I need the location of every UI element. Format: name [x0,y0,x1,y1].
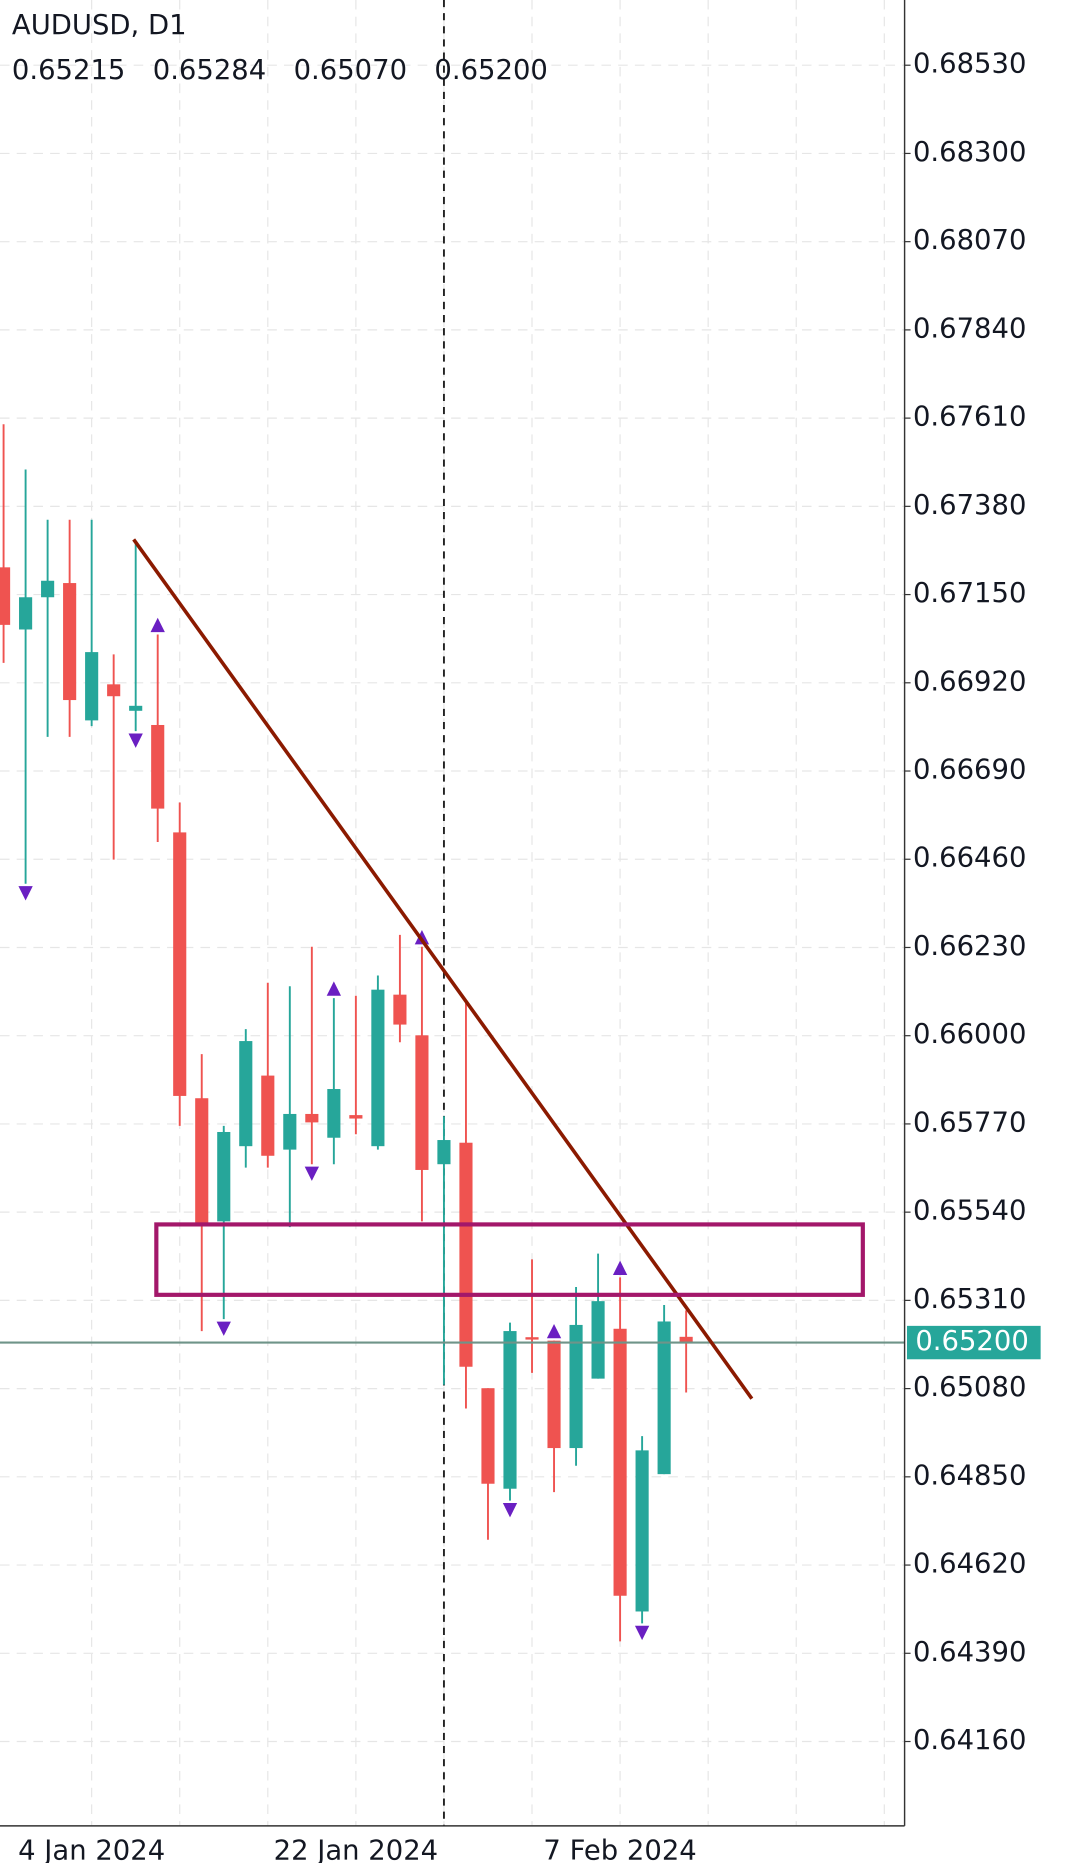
candle-body [283,1113,297,1150]
y-tick-label: 0.65310 [913,1284,1026,1315]
candle-body [261,1075,275,1156]
fractal-up-arrow [612,1260,628,1275]
candle-body [195,1098,209,1224]
y-tick-label: 0.67840 [913,313,1026,344]
candle-body [525,1337,539,1340]
y-tick-label: 0.67150 [913,578,1026,609]
candle-body [239,1041,253,1147]
candle-body [151,724,165,809]
y-tick-label: 0.64850 [913,1460,1026,1491]
zone-rectangle [154,1222,865,1297]
y-tick-label: 0.64620 [913,1549,1026,1580]
candle-body [481,1388,495,1484]
axis-labels: 0.68530 0.68300 0.68070 0.67840 0.67610 0.673… [18,49,1041,1863]
y-tick-label: 0.67380 [913,490,1026,521]
ohlc-value: 0.65284 [153,55,266,86]
trend-line [132,538,754,1400]
grid [0,0,905,1826]
candle-body [327,1089,341,1138]
y-tick-label: 0.66000 [913,1019,1026,1050]
y-tick-label: 0.68300 [913,137,1026,168]
candle-body [613,1328,627,1596]
candle-body [305,1113,319,1123]
candle-body [19,597,33,630]
candle-body [0,567,11,625]
candle-body [569,1324,583,1449]
candle-body [393,994,407,1025]
candle-body [63,583,77,701]
y-tick-label: 0.66920 [913,666,1026,697]
candle-body [503,1331,517,1489]
y-tick-label: 0.68070 [913,225,1026,256]
ohlc-value: 0.65070 [294,55,407,86]
candle-body [591,1301,605,1379]
candle-body [437,1140,451,1165]
x-tick-label: 4 Jan 2024 [18,1836,165,1863]
candle-body [415,1035,429,1170]
candle-body [349,1115,363,1119]
candles [0,424,905,1642]
candle-body [129,705,143,711]
candle-body [679,1336,693,1343]
fractal-up-arrow [326,981,342,996]
fractal-down-arrow [128,733,143,748]
candle-body [459,1142,473,1367]
ohlc-value: 0.65200 [434,55,547,86]
current-price-box [906,1325,1041,1360]
x-tick-label: 7 Feb 2024 [543,1836,696,1863]
y-tick-label: 0.65770 [913,1107,1026,1138]
candle-body [107,684,121,697]
ohlc-value: 0.65215 [12,55,125,86]
fractal-down-arrow [216,1321,231,1336]
candle-body [371,989,385,1147]
y-tick-label: 0.66460 [913,843,1026,874]
y-tick-label: 0.64390 [913,1637,1026,1668]
y-tick-label: 0.65080 [913,1372,1026,1403]
candle-body [41,580,55,598]
current-price-label: 0.65200 [915,1326,1028,1357]
fractal-down-arrow [502,1503,518,1518]
fractal-down-arrow [18,886,33,901]
candle-body [217,1131,231,1222]
fractal-down-arrow [634,1625,650,1641]
y-tick-label: 0.66230 [913,931,1026,962]
candle-body [657,1321,671,1475]
y-tick-label: 0.66690 [913,755,1026,786]
candle-body [635,1450,649,1612]
y-tick-label: 0.68530 [913,49,1026,80]
fractal-down-arrow [304,1166,319,1181]
chart-title: AUDUSD, D1 [12,10,187,41]
fractal-up-arrow [546,1323,562,1339]
candle-body [85,652,99,721]
y-tick-label: 0.64160 [913,1725,1026,1756]
ohlc-header: 0.65215 0.65284 0.65070 0.65200 [12,55,548,86]
y-tick-label: 0.67610 [913,402,1026,433]
x-tick-label: 22 Jan 2024 [274,1836,438,1863]
y-tick-label: 0.65540 [913,1196,1026,1227]
fractal-up-arrow [150,617,165,633]
candle-body [547,1340,561,1449]
chart-body: 0.68530 0.68300 0.68070 0.67840 0.67610 0.673… [0,0,1041,1863]
candle-body [173,832,187,1096]
